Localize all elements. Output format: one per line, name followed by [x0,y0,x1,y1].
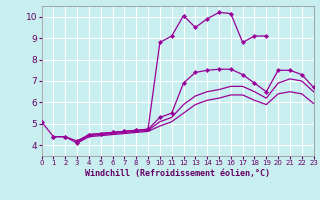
X-axis label: Windchill (Refroidissement éolien,°C): Windchill (Refroidissement éolien,°C) [85,169,270,178]
